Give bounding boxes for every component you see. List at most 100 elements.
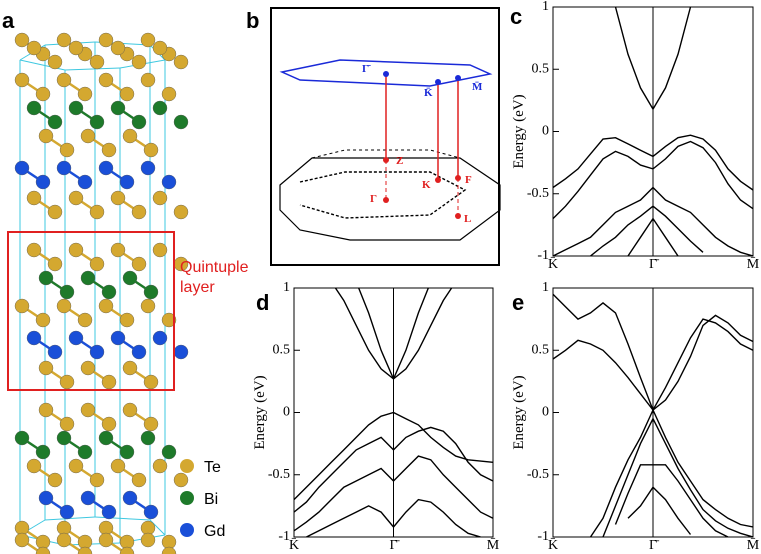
atom bbox=[80, 490, 96, 506]
atom bbox=[89, 344, 105, 360]
band-chart: -1 -0.5 0 0.5 1 K̄ Γ̄ M̄ Energy (eV) bbox=[511, 0, 760, 272]
atom bbox=[38, 270, 54, 286]
y-tick-label: 1 bbox=[542, 0, 549, 14]
atom bbox=[122, 128, 138, 144]
point-label: K bbox=[422, 179, 431, 191]
atom bbox=[101, 142, 117, 158]
atom bbox=[26, 330, 42, 346]
band bbox=[553, 134, 753, 191]
atom bbox=[152, 458, 168, 474]
atom bbox=[56, 32, 72, 48]
band bbox=[294, 426, 493, 513]
atom bbox=[131, 344, 147, 360]
atom bbox=[131, 54, 147, 70]
atom bbox=[152, 330, 168, 346]
atom bbox=[35, 86, 51, 102]
atom bbox=[173, 54, 189, 70]
bulk-bz bbox=[279, 157, 501, 241]
point bbox=[455, 213, 461, 219]
y-tick-label: -0.5 bbox=[527, 467, 549, 482]
point bbox=[455, 75, 461, 81]
atom bbox=[26, 458, 42, 474]
atom bbox=[26, 190, 42, 206]
atom bbox=[161, 174, 177, 190]
legend-label: Bi bbox=[204, 491, 218, 508]
atom bbox=[140, 32, 156, 48]
atom bbox=[80, 270, 96, 286]
band bbox=[553, 140, 753, 220]
atom bbox=[122, 490, 138, 506]
atom bbox=[89, 472, 105, 488]
atom bbox=[101, 416, 117, 432]
band bbox=[614, 464, 729, 537]
cell-edge bbox=[94, 516, 151, 521]
point-label: Γ̄ bbox=[362, 63, 371, 75]
atom bbox=[68, 242, 84, 258]
atom bbox=[152, 190, 168, 206]
atom bbox=[89, 204, 105, 220]
point bbox=[383, 197, 389, 203]
atom bbox=[68, 100, 84, 116]
atom bbox=[80, 402, 96, 418]
atom bbox=[140, 160, 156, 176]
atom bbox=[143, 504, 159, 520]
x-tick-label: M̄ bbox=[747, 257, 760, 273]
legend-swatch bbox=[180, 459, 194, 473]
x-tick-label: M̄ bbox=[487, 538, 500, 554]
panel-label: b bbox=[246, 8, 259, 33]
atom bbox=[161, 312, 177, 328]
atom bbox=[122, 270, 138, 286]
panel-label: e bbox=[512, 290, 524, 315]
legend-label: Te bbox=[204, 459, 221, 476]
y-tick-label: -1 bbox=[537, 248, 549, 263]
atom bbox=[38, 490, 54, 506]
quintuple-box bbox=[7, 231, 175, 391]
atom bbox=[56, 298, 72, 314]
atom bbox=[59, 142, 75, 158]
atom bbox=[35, 174, 51, 190]
band bbox=[627, 217, 679, 256]
y-tick-label: 0 bbox=[542, 124, 549, 139]
band bbox=[602, 417, 753, 537]
atom bbox=[26, 242, 42, 258]
atom bbox=[131, 114, 147, 130]
atom bbox=[143, 284, 159, 300]
atom bbox=[119, 86, 135, 102]
point bbox=[383, 71, 389, 77]
atom bbox=[161, 546, 177, 554]
atom bbox=[47, 256, 63, 272]
atom bbox=[14, 72, 30, 88]
atom bbox=[89, 114, 105, 130]
atom bbox=[56, 430, 72, 446]
band bbox=[357, 288, 430, 381]
atom bbox=[140, 72, 156, 88]
atom bbox=[173, 204, 189, 220]
legend-swatch bbox=[180, 491, 194, 505]
x-tick-label: M̄ bbox=[747, 538, 760, 554]
atom bbox=[38, 128, 54, 144]
atom bbox=[152, 242, 168, 258]
atom bbox=[35, 312, 51, 328]
atom bbox=[119, 174, 135, 190]
atom bbox=[77, 174, 93, 190]
atom bbox=[173, 114, 189, 130]
point-label: K̄ bbox=[424, 87, 433, 99]
atom bbox=[47, 54, 63, 70]
atom bbox=[98, 532, 114, 548]
atom bbox=[59, 416, 75, 432]
atom bbox=[14, 298, 30, 314]
band bbox=[590, 205, 704, 256]
atom bbox=[143, 142, 159, 158]
legend-label: Gd bbox=[204, 523, 225, 540]
y-tick-label: -1 bbox=[278, 529, 290, 544]
atom bbox=[56, 160, 72, 176]
atom bbox=[56, 532, 72, 548]
band bbox=[294, 411, 493, 501]
atom bbox=[152, 40, 168, 56]
surface-bz bbox=[279, 59, 493, 87]
y-tick-label: 0.5 bbox=[532, 342, 550, 357]
band bbox=[306, 498, 481, 537]
atom bbox=[110, 190, 126, 206]
